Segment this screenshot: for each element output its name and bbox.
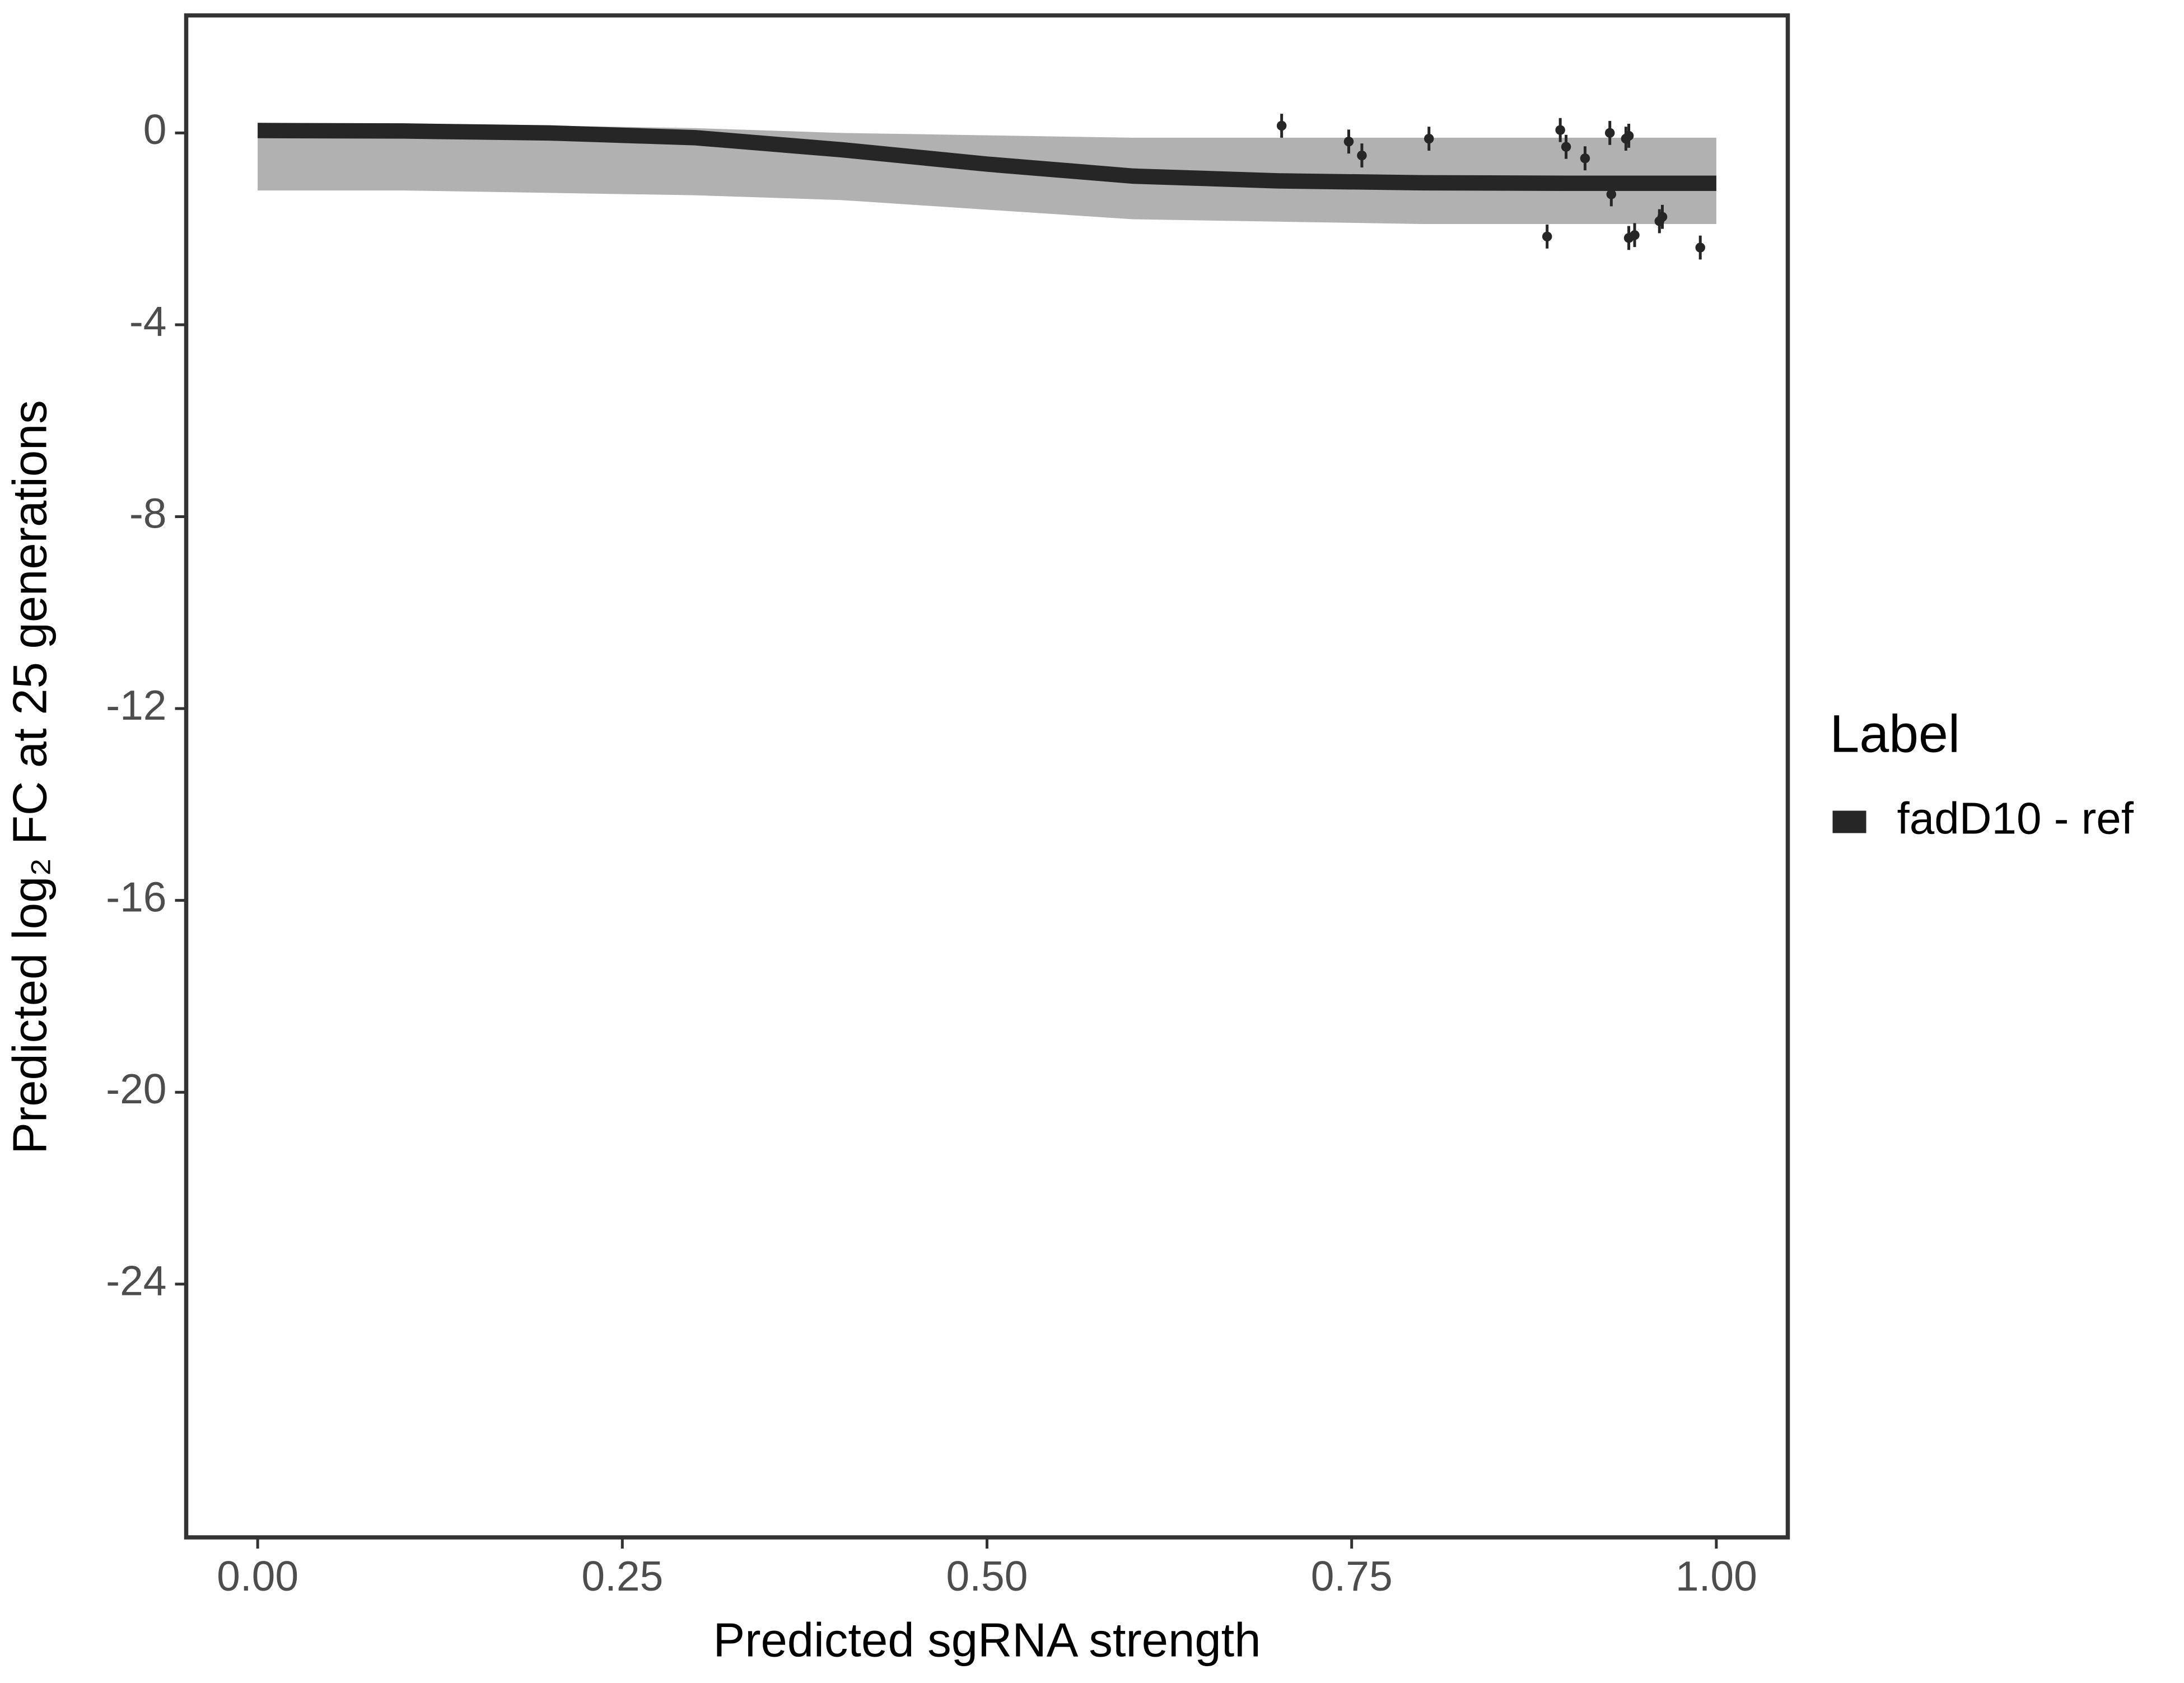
x-axis-label: Predicted sgRNA strength: [713, 1614, 1261, 1667]
y-tick-label: -16: [106, 873, 166, 920]
point: [1276, 120, 1287, 131]
point: [1580, 153, 1590, 164]
legend-label: fadD10 - ref: [1897, 794, 2134, 843]
x-tick-label: 0.00: [217, 1553, 298, 1600]
y-tick-label: -20: [106, 1065, 166, 1112]
x-tick-label: 1.00: [1676, 1553, 1757, 1600]
uncertainty-band: [258, 123, 1716, 225]
point: [1343, 136, 1354, 147]
y-tick-label: -4: [129, 298, 167, 345]
point: [1604, 128, 1615, 138]
y-tick-label: -12: [106, 682, 166, 729]
point: [1606, 189, 1617, 199]
plot-border: [184, 13, 1790, 1540]
point: [1555, 125, 1565, 135]
point: [1542, 231, 1552, 242]
x-tick-label: 0.50: [946, 1553, 1028, 1600]
point: [1630, 230, 1640, 240]
point: [1424, 133, 1434, 144]
point: [1357, 150, 1367, 161]
legend-title: Label: [1830, 705, 1960, 764]
point: [1561, 142, 1571, 152]
fit-line: [258, 123, 1716, 192]
y-tick-label: 0: [143, 106, 167, 153]
y-tick-label: -24: [106, 1257, 166, 1304]
legend-key: [1832, 810, 1866, 833]
y-tick-label: -8: [129, 489, 167, 537]
x-tick-label: 0.75: [1311, 1553, 1393, 1600]
x-tick-label: 0.25: [581, 1553, 663, 1600]
y-axis-label: Predicted log₂ FC at 25 generations: [3, 400, 57, 1154]
point: [1657, 212, 1668, 222]
point: [1623, 130, 1634, 141]
point: [1695, 243, 1705, 253]
